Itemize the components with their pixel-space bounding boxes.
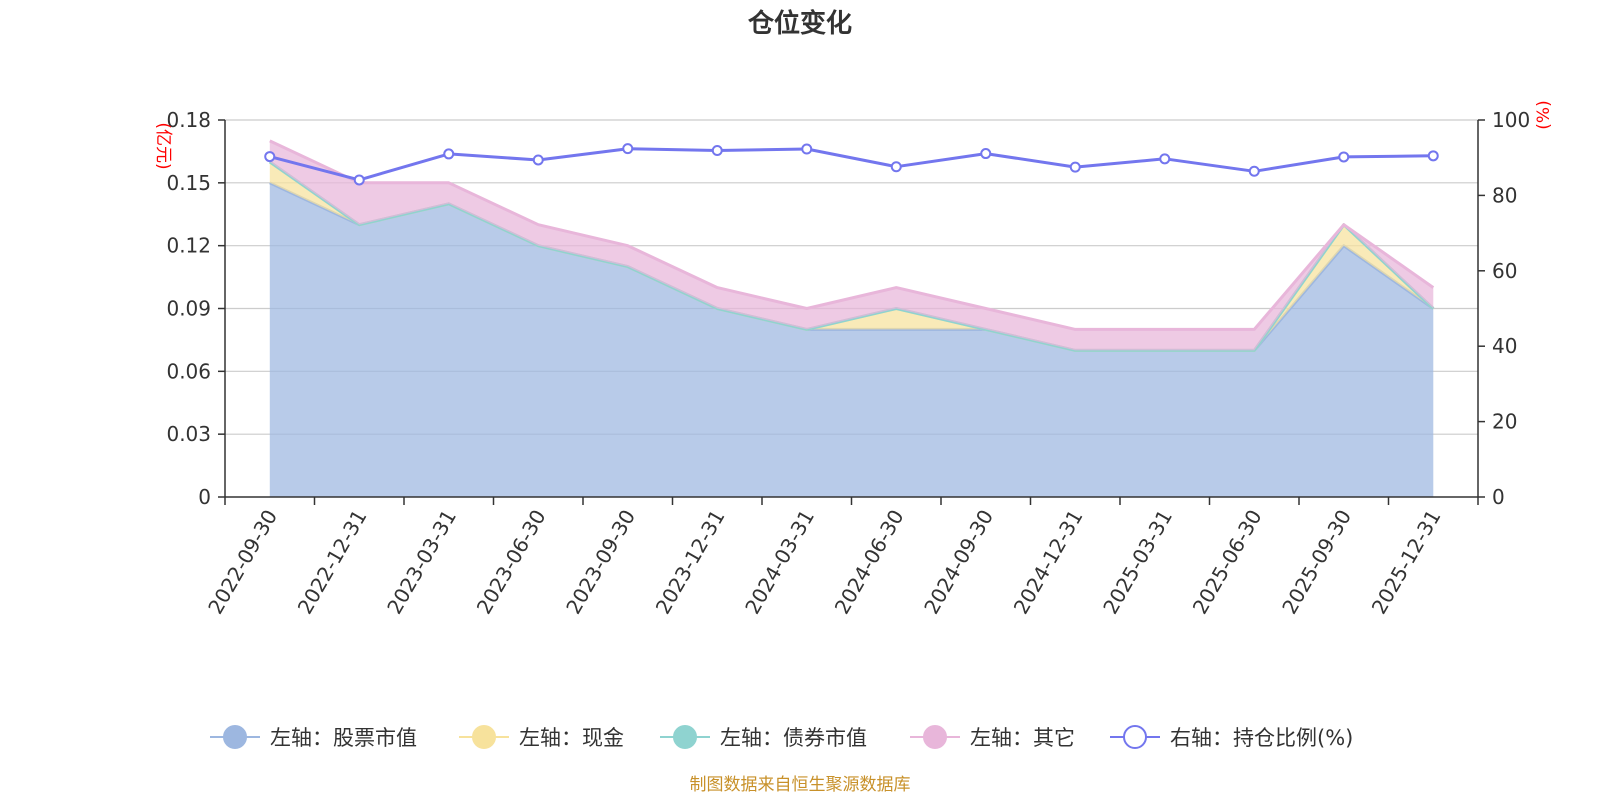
legend-marker	[673, 725, 697, 749]
legend-marker	[472, 725, 496, 749]
left-axis-tick-label: 0	[198, 485, 211, 509]
legend-marker	[923, 725, 947, 749]
legend: 左轴：股票市值 左轴：现金 左轴：债券市值 左轴：其它 右轴：持仓比例(%)	[210, 725, 1353, 750]
ratio-point	[890, 161, 902, 173]
x-axis-label: 2024-03-31	[740, 506, 819, 619]
ratio-point	[532, 154, 544, 166]
left-axis-tick-label: 0.15	[166, 171, 211, 195]
left-axis-tick-label: 0.12	[166, 234, 211, 258]
legend-marker	[223, 725, 247, 749]
area-edge-3	[269, 139, 1435, 331]
x-axis-label: 2022-12-31	[293, 506, 372, 619]
x-axis-label: 2024-12-31	[1009, 506, 1088, 619]
ratio-point	[980, 148, 992, 160]
x-axis-label: 2023-06-30	[472, 506, 551, 619]
legend-label: 左轴：现金	[519, 726, 624, 750]
x-axis-label: 2025-09-30	[1277, 506, 1356, 619]
x-axis-label: 2024-09-30	[919, 506, 998, 619]
area-series	[268, 139, 1435, 498]
ratio-point	[1338, 151, 1350, 163]
ratio-point	[353, 174, 365, 186]
right-axis-unit: (%)	[1534, 100, 1554, 129]
ratio-point	[1159, 153, 1171, 165]
left-axis-tick-label: 0.06	[166, 359, 211, 383]
legend-label: 左轴：其它	[970, 726, 1075, 750]
left-axis-tick-label: 0.09	[166, 297, 211, 321]
ratio-point	[711, 145, 723, 157]
x-axis-label: 2025-03-31	[1098, 506, 1177, 619]
ratio-point	[801, 143, 813, 155]
legend-label: 左轴：股票市值	[270, 726, 417, 750]
legend-label: 左轴：债券市值	[720, 726, 867, 750]
right-axis-tick-label: 0	[1492, 485, 1505, 509]
ratio-point	[1069, 161, 1081, 173]
legend-label: 右轴：持仓比例(%)	[1170, 726, 1353, 750]
x-axis-label: 2022-09-30	[203, 506, 282, 619]
ratio-point	[443, 148, 455, 160]
x-axis-label: 2025-12-31	[1367, 506, 1446, 619]
left-axis-unit: (亿元)	[153, 122, 173, 169]
x-axis-label: 2024-06-30	[830, 506, 909, 619]
right-axis-tick-label: 100	[1492, 108, 1530, 132]
left-axis-tick-label: 0.03	[166, 422, 211, 446]
chart-title: 仓位变化	[747, 8, 852, 39]
ratio-line-path	[269, 147, 1434, 182]
ratio-point	[1427, 150, 1439, 162]
x-axis-label: 2023-12-31	[651, 506, 730, 619]
data-source-note: 制图数据来自恒生聚源数据库	[690, 775, 911, 795]
ratio-point	[264, 151, 276, 163]
area-0	[269, 182, 1434, 498]
ratio-point	[622, 143, 634, 155]
x-axis-label: 2025-06-30	[1188, 506, 1267, 619]
x-axis-label: 2023-03-31	[382, 506, 461, 619]
legend-marker	[1123, 725, 1147, 749]
right-axis-tick-label: 20	[1492, 410, 1517, 434]
right-axis-tick-label: 60	[1492, 259, 1517, 283]
x-axis-label: 2023-09-30	[561, 506, 640, 619]
left-axis-tick-label: 0.18	[166, 108, 211, 132]
right-axis-tick-label: 40	[1492, 334, 1517, 358]
ratio-point	[1248, 165, 1260, 177]
right-axis-tick-label: 80	[1492, 183, 1517, 207]
position-ratio-line	[264, 143, 1439, 186]
area-3	[269, 140, 1434, 351]
